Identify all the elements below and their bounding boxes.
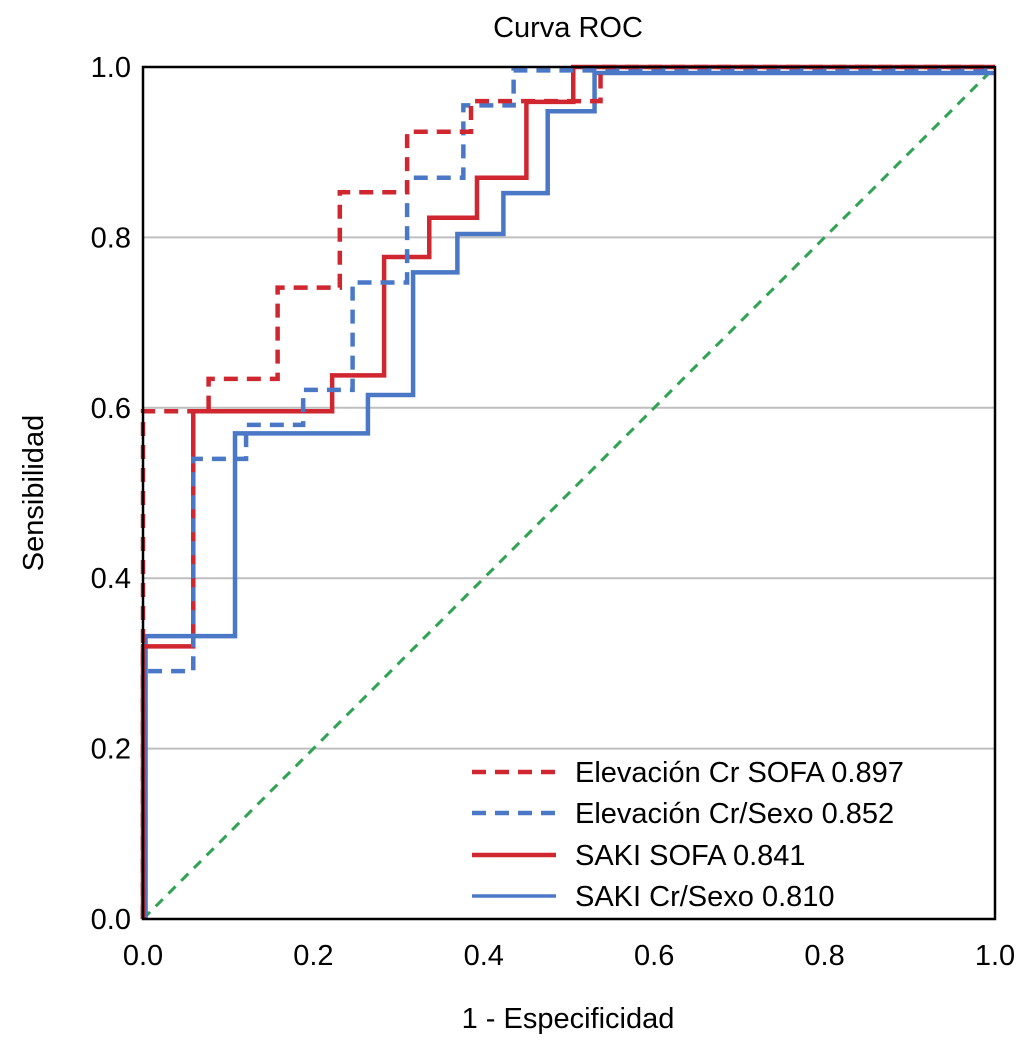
plot-frame xyxy=(141,65,997,921)
y-tick-label: 0.6 xyxy=(91,393,131,425)
legend-label: Elevación Cr/Sexo 0.852 xyxy=(575,798,894,830)
legend-label: SAKI SOFA 0.841 xyxy=(575,840,806,872)
y-tick-label: 0.8 xyxy=(91,222,131,254)
y-axis-ticks: 0.0 0.2 0.4 0.6 0.8 1.0 xyxy=(91,52,131,936)
y-tick-label: 1.0 xyxy=(91,52,131,84)
series-lines xyxy=(140,64,995,919)
x-tick-label: 0.6 xyxy=(634,940,674,972)
x-tick-label: 0.0 xyxy=(123,940,163,972)
x-tick-label: 0.8 xyxy=(804,940,844,972)
series-line-1 xyxy=(140,68,995,919)
x-tick-label: 1.0 xyxy=(975,940,1015,972)
chart-title: Curva ROC xyxy=(493,12,643,44)
x-tick-label: 0.4 xyxy=(464,940,504,972)
x-axis-label: 1 - Especificidad xyxy=(462,1003,675,1035)
y-tick-label: 0.2 xyxy=(91,734,131,766)
series-line-0 xyxy=(140,64,995,919)
reference-diagonal xyxy=(141,65,997,921)
legend: Elevación Cr SOFA 0.897 Elevación Cr/Sex… xyxy=(472,757,904,913)
reference-line xyxy=(141,65,997,921)
legend-item: Elevación Cr/Sexo 0.852 xyxy=(472,798,894,830)
series-line-2 xyxy=(140,64,995,919)
x-tick-label: 0.2 xyxy=(293,940,333,972)
y-axis-label: Sensibilidad xyxy=(18,415,50,571)
grid-lines xyxy=(143,236,995,750)
y-tick-label: 0.0 xyxy=(91,904,131,936)
legend-label: SAKI Cr/Sexo 0.810 xyxy=(575,881,835,913)
x-axis-ticks: 0.0 0.2 0.4 0.6 0.8 1.0 xyxy=(123,940,1015,972)
legend-label: Elevación Cr SOFA 0.897 xyxy=(575,757,904,789)
series-line-3 xyxy=(143,70,995,919)
legend-item: SAKI SOFA 0.841 xyxy=(472,840,806,872)
y-tick-label: 0.4 xyxy=(91,563,131,595)
legend-item: SAKI Cr/Sexo 0.810 xyxy=(472,881,835,913)
legend-item: Elevación Cr SOFA 0.897 xyxy=(472,757,904,789)
